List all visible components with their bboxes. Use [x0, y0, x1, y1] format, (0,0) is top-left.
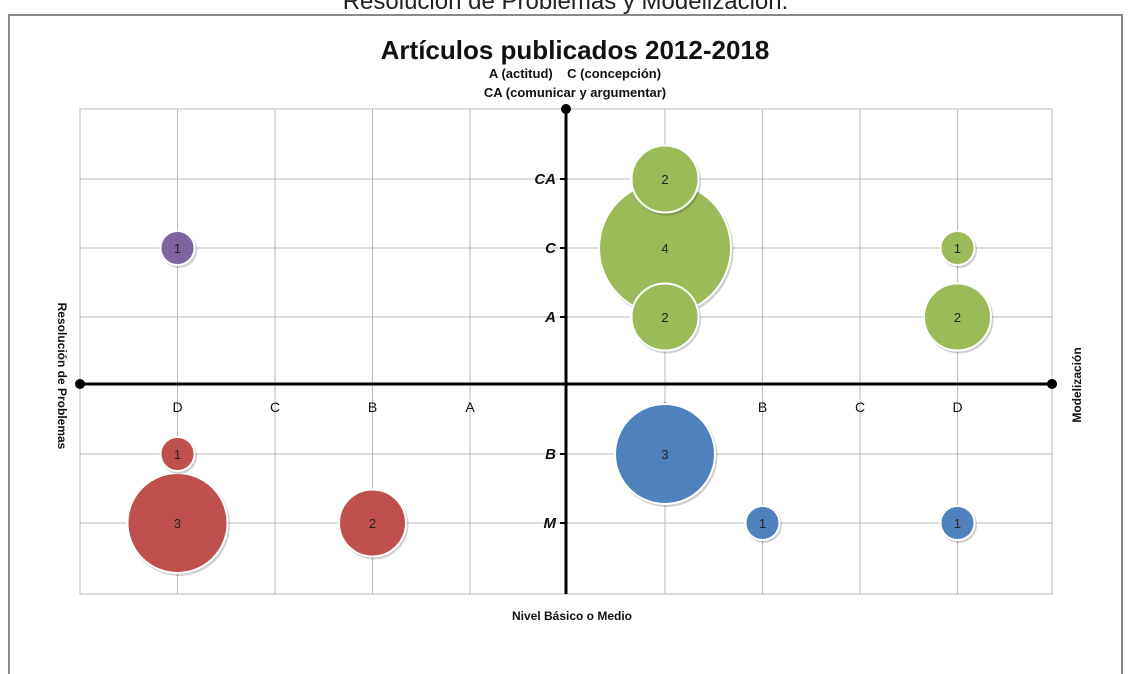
bubble-right-a-c: 4: [598, 181, 734, 317]
bubble-circle: [338, 488, 407, 558]
bubble-value-label: 3: [174, 516, 181, 531]
axis-end-dot: [561, 104, 571, 114]
bubble-right-d-a: 2: [923, 282, 994, 354]
axis-end-dot: [1047, 379, 1057, 389]
bubble-left-d-c: 1: [159, 230, 197, 268]
bubble-right-d-c: 1: [939, 230, 977, 268]
bubble-left-b-m: 2: [338, 488, 409, 560]
y-tick-a: A: [544, 309, 556, 326]
bubble-value-label: 1: [954, 516, 961, 531]
chart-title: Artículos publicados 2012-2018: [381, 35, 770, 65]
x-tick-left-d: D: [172, 399, 182, 415]
bubble-circle: [126, 472, 229, 574]
bubble-right-a-ca: 2: [630, 144, 701, 216]
bubble-circle: [159, 230, 196, 266]
bubble-circle: [630, 144, 700, 214]
bubble-value-label: 4: [661, 241, 668, 256]
x-tick-left-a: A: [465, 399, 475, 415]
bubbles: 4 3 3 2 2 2 2 1 1 1 1 1: [126, 144, 994, 576]
bubble-circle: [939, 505, 976, 541]
bubble-value-label: 2: [954, 310, 961, 325]
axes: [75, 104, 1057, 594]
bubble-circle: [744, 505, 781, 541]
bubble-value-label: 1: [954, 241, 961, 256]
figure-caption: Resolución de Problemas y Modelización.: [342, 0, 789, 15]
x-tick-left-b: B: [368, 399, 377, 415]
bubble-left-d-b: 1: [159, 436, 197, 474]
bubble-circle: [939, 230, 976, 266]
bubble-circle: [630, 282, 700, 352]
bubble-value-label: 2: [369, 516, 376, 531]
bubble-circle: [923, 282, 992, 352]
x-tick-right-c: C: [855, 399, 865, 415]
bubble-value-label: 1: [759, 516, 766, 531]
bubble-circle: [159, 436, 196, 472]
x-axis-label: Nivel Básico o Medio: [512, 609, 632, 623]
bubble-circle: [614, 403, 716, 505]
bubble-right-a-b: 3: [614, 403, 718, 507]
bubble-left-d-m: 3: [126, 472, 230, 576]
bubble-value-label: 1: [174, 447, 181, 462]
y-tick-ca: CA: [534, 171, 556, 188]
y-tick-b: B: [545, 446, 556, 463]
axis-end-dot: [75, 379, 85, 389]
chart-subtitle-line-2: CA (comunicar y argumentar): [484, 85, 666, 100]
bubble-right-a-a: 2: [630, 282, 701, 354]
x-tick-right-d: D: [952, 399, 962, 415]
bubble-right-b-m: 1: [744, 505, 782, 543]
y-tick-c: C: [545, 240, 557, 257]
y-axis-label-right: Modelización: [1070, 347, 1084, 422]
bubble-value-label: 2: [661, 310, 668, 325]
bubble-value-label: 1: [174, 241, 181, 256]
x-tick-left-c: C: [270, 399, 280, 415]
y-axis-label-left: Resolución de Problemas: [55, 303, 69, 450]
bubble-value-label: 2: [661, 172, 668, 187]
chart-subtitle-line-1: A (actitud) C (concepción): [489, 66, 661, 81]
y-tick-m: M: [544, 515, 557, 532]
bubble-right-d-m: 1: [939, 505, 977, 543]
bubble-value-label: 3: [661, 447, 668, 462]
x-tick-right-b: B: [758, 399, 767, 415]
